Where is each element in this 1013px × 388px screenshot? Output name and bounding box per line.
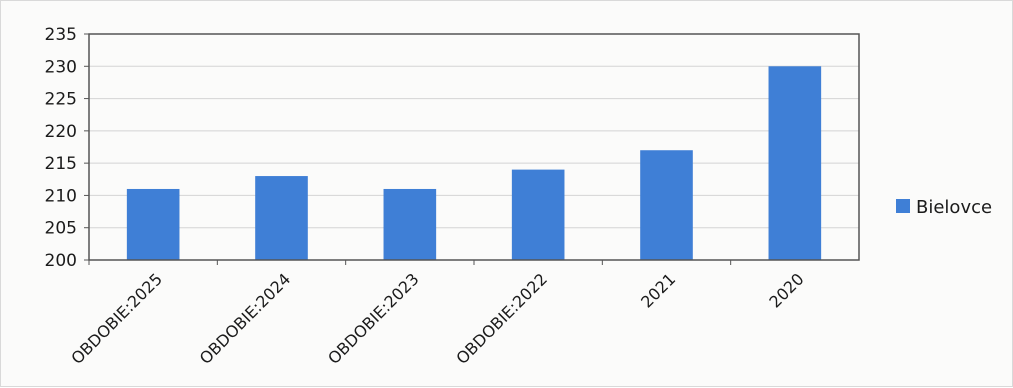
legend-swatch-bielovce xyxy=(896,199,910,213)
y-tick-label-230: 230 xyxy=(45,57,77,77)
y-tick-label-200: 200 xyxy=(45,251,77,271)
y-tick-label-205: 205 xyxy=(45,219,77,239)
y-tick-label-225: 225 xyxy=(45,90,77,110)
y-tick-label-235: 235 xyxy=(45,25,77,45)
legend-label-bielovce: Bielovce xyxy=(916,197,992,218)
y-axis-ticks: 200 205 210 215 220 225 230 235 xyxy=(45,25,89,271)
bar-obdobie-2024 xyxy=(255,176,308,260)
x-axis-ticks: OBDOBIE:2025 OBDOBIE:2024 OBDOBIE:2023 OBDO… xyxy=(67,260,808,368)
x-tick-label-2021: 2021 xyxy=(637,269,679,311)
y-tick-label-220: 220 xyxy=(45,122,77,142)
x-tick-label-obdobie-2023: OBDOBIE:2023 xyxy=(324,269,423,368)
y-tick-label-210: 210 xyxy=(45,186,77,206)
plot-area-border xyxy=(88,33,860,261)
x-tick-label-obdobie-2022: OBDOBIE:2022 xyxy=(452,269,551,368)
x-tick-label-obdobie-2024: OBDOBIE:2024 xyxy=(196,269,295,368)
x-tick-label-obdobie-2025: OBDOBIE:2025 xyxy=(67,269,166,368)
y-tick-label-215: 215 xyxy=(45,154,77,174)
bar-2021 xyxy=(640,150,693,260)
legend: Bielovce xyxy=(896,197,992,218)
x-tick-label-2020: 2020 xyxy=(765,269,807,311)
bar-obdobie-2025 xyxy=(126,188,180,260)
bar-obdobie-2023 xyxy=(383,188,437,260)
bar-obdobie-2022 xyxy=(511,169,565,260)
gridlines xyxy=(89,65,859,229)
bars xyxy=(126,66,822,261)
bar-2020 xyxy=(768,66,822,261)
